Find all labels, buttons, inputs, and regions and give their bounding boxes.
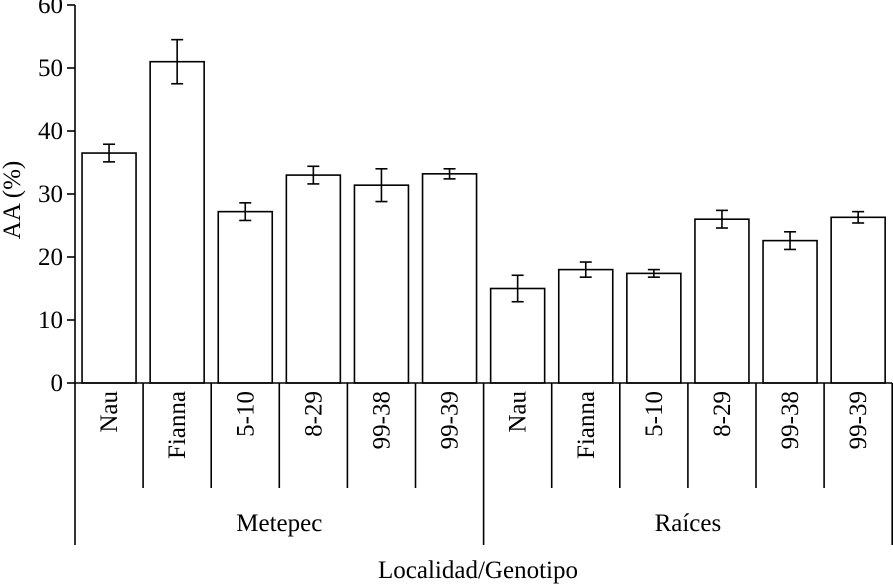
group-label: Raíces [655,510,722,537]
y-tick-label: 60 [38,0,63,19]
bar [626,272,682,384]
bars-layer [81,38,886,384]
bar [694,218,750,384]
axes-layer: 0 10 20 30 40 50 60 Nau Fianna 5-10 8-29 99-38 99-39… [38,0,893,545]
category-label: Nau [505,391,532,433]
category-label: 8-29 [709,391,736,437]
bar [81,152,137,384]
category-label: Fianna [164,391,191,459]
bar [149,60,205,384]
bar [353,184,410,384]
y-tick-label: 10 [38,307,63,334]
bar [421,173,478,384]
category-label: Fianna [573,391,600,459]
y-tick-label: 30 [38,181,63,208]
bar [285,174,342,384]
category-label: 5-10 [641,391,668,437]
bar [557,268,614,384]
category-label: 5-10 [232,391,259,437]
bar [762,239,818,384]
category-label: 99-39 [437,391,464,449]
category-label: 99-39 [845,391,872,449]
y-tick-label: 0 [51,370,64,397]
category-label: 99-38 [368,391,395,449]
bar [830,216,886,384]
group-label: Metepec [236,510,322,537]
category-label: 8-29 [300,391,327,437]
y-tick-label: 50 [38,55,63,82]
category-label: Nau [96,391,123,433]
y-axis-label: AA (%) [0,161,26,239]
y-tick-label: 20 [38,244,63,271]
x-axis-label: Localidad/Genotipo [378,557,578,584]
bar [489,287,546,384]
bar [217,210,274,384]
category-label: 99-38 [777,391,804,449]
y-tick-label: 40 [38,118,63,145]
